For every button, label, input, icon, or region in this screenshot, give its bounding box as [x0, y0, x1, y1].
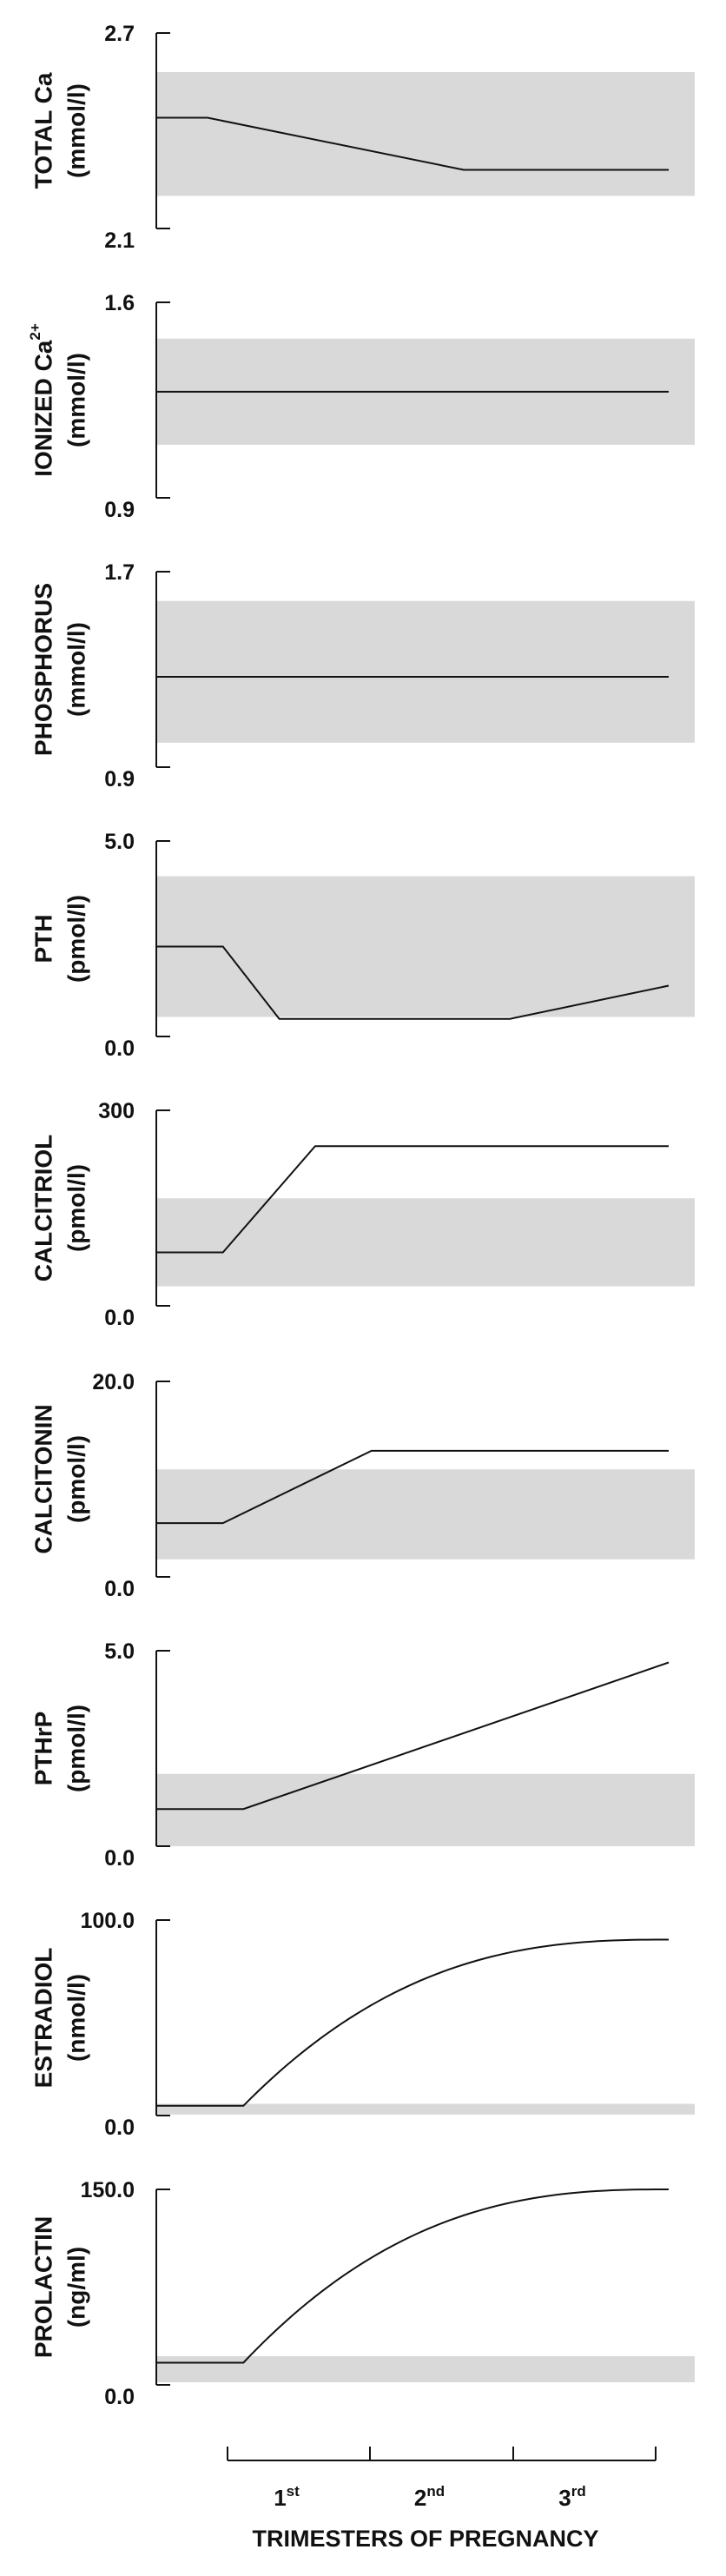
panel-estradiol: 100.0 0.0 ESTRADIOL (nmol/l) [30, 1909, 695, 2140]
y-tick-label-min: 0.0 [104, 1577, 135, 1601]
panel-unit: (ng/ml) [63, 2247, 89, 2328]
y-tick-label-min: 0.0 [104, 1036, 135, 1061]
y-tick-label-max: 300 [98, 1099, 135, 1123]
series-line [156, 1661, 670, 1811]
panel-calcitriol: 300 0.0 CALCITRIOL (pmol/l) [30, 1099, 695, 1330]
panel-title: PHOSPHORUS [30, 583, 56, 756]
x-axis: 1st 2nd 3rd TRIMESTERS OF PREGNANCY [227, 2447, 657, 2552]
panel-title: TOTAL Ca [30, 72, 56, 189]
y-tick-label-min: 0.9 [104, 767, 135, 791]
panels-layer: 2.7 2.1 TOTAL Ca (mmol/l) 1.6 0.9 IONIZED Ca2+… [27, 22, 695, 2409]
panel-title: PROLACTIN [30, 2216, 56, 2358]
normal-range-band [156, 876, 695, 1017]
series-line [156, 1449, 669, 1525]
normal-range-band [156, 1198, 695, 1287]
x-tick-label-3: 3rd [558, 2483, 585, 2511]
panel-pthrp: 5.0 0.0 PTHrP (pmol/l) [30, 1639, 695, 1871]
y-tick-label-min: 0.0 [104, 1306, 135, 1330]
x-tick-label-superscript: rd [571, 2483, 586, 2500]
panel-title: CALCITRIOL [30, 1135, 56, 1282]
x-tick-label-2: 2nd [414, 2483, 445, 2511]
panel-prolactin: 150.0 0.0 PROLACTIN (ng/ml) [30, 2178, 695, 2409]
panel-title: CALCITONIN [30, 1404, 56, 1553]
series-line [156, 2189, 669, 2364]
x-tick-label-1: 1st [274, 2483, 300, 2511]
series-line [156, 116, 669, 171]
panel-calcitonin: 20.0 0.0 CALCITONIN (pmol/l) [30, 1370, 695, 1601]
y-tick-label-max: 1.7 [104, 560, 135, 585]
y-tick-label-min: 0.0 [104, 2116, 135, 2140]
series-line [156, 945, 670, 1020]
series-line [156, 1145, 669, 1254]
y-tick-label-max: 5.0 [104, 830, 135, 854]
y-tick-label-max: 5.0 [104, 1639, 135, 1664]
panel-pth: 5.0 0.0 PTH (pmol/l) [30, 830, 695, 1061]
panel-phosphorus: 1.7 0.9 PHOSPHORUS (mmol/l) [30, 560, 695, 791]
panel-title: PTHrP [30, 1712, 56, 1786]
panel-unit: (mmol/l) [63, 83, 89, 178]
y-tick-label-max: 20.0 [92, 1370, 135, 1394]
y-tick-label-max: 2.7 [104, 22, 135, 46]
panel-title-superscript: 2+ [27, 323, 43, 340]
normal-range-band [156, 600, 695, 743]
panel-unit: (pmol/l) [63, 1705, 89, 1792]
panel-unit: (mmol/l) [63, 622, 89, 717]
panel-title: PTH [30, 915, 56, 964]
x-tick-label-superscript: nd [426, 2483, 445, 2500]
panel-unit: (pmol/l) [63, 1435, 89, 1523]
normal-range-band [156, 2356, 695, 2382]
y-tick-label-min: 0.9 [104, 498, 135, 522]
panel-unit: (nmol/l) [63, 1974, 89, 2062]
panel-unit: (mmol/l) [63, 353, 89, 447]
y-tick-label-max: 150.0 [80, 2178, 135, 2202]
normal-range-band [156, 1469, 695, 1560]
series-line [156, 1938, 669, 2107]
normal-range-band [156, 72, 695, 196]
y-tick-label-min: 0.0 [104, 2385, 135, 2409]
normal-range-band [156, 2103, 695, 2115]
panel-unit: (pmol/l) [63, 895, 89, 983]
normal-range-band [156, 1773, 695, 1846]
y-tick-label-max: 1.6 [104, 291, 135, 315]
y-tick-label-min: 2.1 [104, 228, 135, 253]
panel-total-ca: 2.7 2.1 TOTAL Ca (mmol/l) [30, 22, 695, 253]
panel-unit: (pmol/l) [63, 1164, 89, 1252]
panel-title: IONIZED Ca2+ [27, 323, 56, 477]
y-tick-label-max: 100.0 [80, 1909, 135, 1933]
x-axis-title: TRIMESTERS OF PREGNANCY [252, 2526, 598, 2552]
x-tick-label-superscript: st [287, 2483, 300, 2500]
y-tick-label-min: 0.0 [104, 1846, 135, 1871]
panel-ionized-ca: 1.6 0.9 IONIZED Ca2+ (mmol/l) [27, 291, 695, 522]
panel-title: ESTRADIOL [30, 1948, 56, 2089]
